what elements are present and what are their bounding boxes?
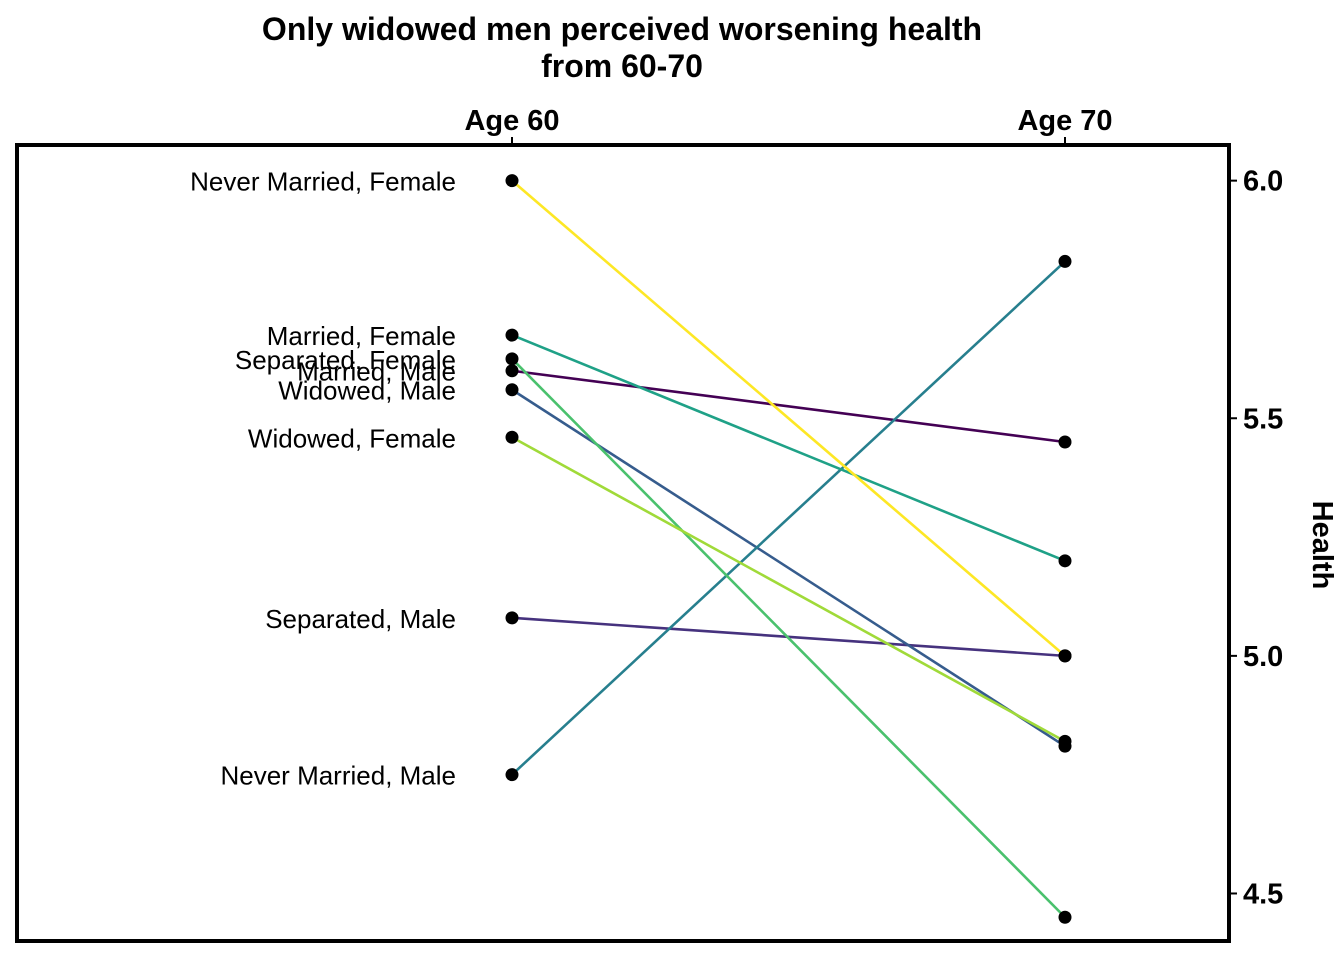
- series-label-separated-male: Separated, Male: [265, 604, 456, 634]
- series-line-widowed-male: [511, 388, 1066, 748]
- y-axis-ticks: 4.5 5.0 5.5 6.0: [511, 137, 1283, 910]
- y-tick-label-5-0: 5.0: [1243, 641, 1283, 673]
- point-age-60-married-female: [505, 328, 519, 342]
- series-label-married-male: Married, Male: [297, 357, 456, 387]
- point-age-70-never-married-male: [1058, 254, 1072, 268]
- series-line-married-male: [511, 369, 1066, 444]
- point-age-70-widowed-female: [1058, 734, 1072, 748]
- series-line-never-married-female: [511, 179, 1066, 657]
- point-age-70-married-male: [1058, 435, 1072, 449]
- point-age-60-never-married-male: [505, 768, 519, 782]
- y-tick-label-4-5: 4.5: [1243, 878, 1283, 910]
- point-age-60-married-male: [505, 364, 519, 378]
- series-line-married-female: [511, 333, 1066, 563]
- series-label-separated-female: Separated, Female: [235, 345, 456, 375]
- series-label-never-married-male: Never Married, Male: [220, 761, 456, 791]
- x-category-label-age-60: Age 60: [464, 105, 559, 137]
- series-line-never-married-male: [511, 260, 1066, 776]
- point-age-60-widowed-male: [505, 383, 519, 397]
- chart-title-line-2: from 60-70: [541, 48, 703, 84]
- series-points: [505, 174, 1072, 924]
- series-line-separated-female: [511, 357, 1066, 919]
- y-axis-title: Health: [1306, 501, 1338, 590]
- series-label-widowed-male: Widowed, Male: [278, 376, 456, 406]
- point-age-70-married-female: [1058, 554, 1072, 568]
- point-age-70-never-married-female: [1058, 649, 1072, 663]
- x-category-label-age-70: Age 70: [1017, 105, 1112, 137]
- plot-frame: [15, 143, 1231, 943]
- point-age-60-separated-male: [505, 611, 519, 625]
- point-age-60-separated-female: [505, 352, 519, 366]
- series-label-never-married-female: Never Married, Female: [190, 167, 456, 197]
- series-label-widowed-female: Widowed, Female: [248, 423, 456, 453]
- chart-title-line-1: Only widowed men perceived worsening hea…: [262, 11, 982, 47]
- point-age-70-separated-female: [1058, 910, 1072, 924]
- point-age-60-widowed-female: [505, 430, 519, 444]
- point-labels: Married, Male Separated, Male Widowed, Mal…: [190, 167, 456, 791]
- series-lines: [511, 179, 1066, 919]
- y-tick-label-6-0: 6.0: [1243, 166, 1283, 198]
- y-tick-label-5-5: 5.5: [1243, 403, 1283, 435]
- series-label-married-female: Married, Female: [267, 321, 456, 351]
- point-age-60-never-married-female: [505, 174, 519, 188]
- series-line-widowed-female: [511, 436, 1066, 743]
